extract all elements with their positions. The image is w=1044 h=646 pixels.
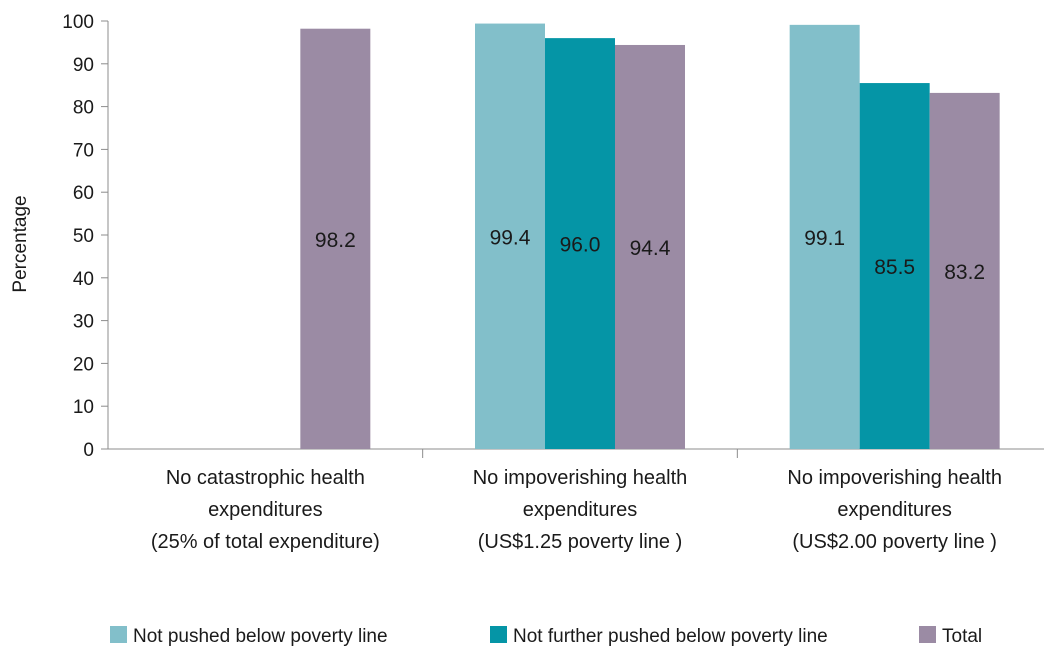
category-label: No catastrophic health	[166, 467, 365, 489]
bar	[475, 23, 545, 450]
y-tick-label: 100	[62, 12, 94, 33]
data-label: 99.1	[804, 227, 845, 250]
y-tick-label: 70	[73, 140, 94, 161]
y-tick-label: 80	[73, 98, 94, 119]
legend-swatch	[490, 626, 507, 643]
x-ticks	[422, 449, 738, 458]
data-label: 83.2	[944, 261, 985, 284]
y-tick-label: 50	[73, 226, 94, 247]
data-labels: 99.4 99.1 96.0 85.5 98.2 94.4 83.2	[315, 226, 985, 284]
bar	[545, 38, 615, 450]
category-label: expenditures	[837, 499, 952, 521]
y-tick-label: 30	[73, 312, 94, 333]
category-label: expenditures	[523, 499, 638, 521]
y-axis-label: Percentage	[10, 195, 31, 292]
data-label: 94.4	[630, 237, 671, 260]
legend-label: Total	[942, 626, 982, 646]
legend-label: Not further pushed below poverty line	[513, 626, 828, 646]
category-label: (25% of total expenditure)	[151, 531, 380, 553]
category-label: (US$1.25 poverty line )	[478, 531, 683, 553]
bar	[615, 44, 685, 450]
y-tick-label: 10	[73, 397, 94, 418]
data-label: 99.4	[490, 226, 531, 249]
data-label: 85.5	[874, 256, 915, 279]
y-ticks: 0 10 20 30 40 50 60 70 80 90 100	[62, 12, 108, 461]
bar	[929, 92, 1000, 450]
y-tick-label: 60	[73, 183, 94, 204]
bar	[789, 24, 860, 450]
category-label: No impoverishing health	[787, 467, 1002, 489]
category-labels: No catastrophic health expenditures (25% o…	[151, 467, 1002, 553]
bar	[300, 28, 371, 449]
y-tick-label: 40	[73, 269, 94, 290]
bar	[859, 83, 930, 449]
bars	[300, 23, 1000, 450]
legend: Not pushed below poverty line Not further…	[110, 626, 982, 646]
data-label: 96.0	[560, 234, 601, 257]
y-tick-label: 90	[73, 55, 94, 76]
category-label: (US$2.00 poverty line )	[792, 531, 997, 553]
category-label: expenditures	[208, 499, 323, 521]
category-label: No impoverishing health	[473, 467, 688, 489]
legend-swatch	[919, 626, 936, 643]
legend-label: Not pushed below poverty line	[133, 626, 388, 646]
y-tick-label: 20	[73, 354, 94, 375]
legend-swatch	[110, 626, 127, 643]
data-label: 98.2	[315, 229, 356, 252]
y-tick-label: 0	[83, 440, 94, 461]
